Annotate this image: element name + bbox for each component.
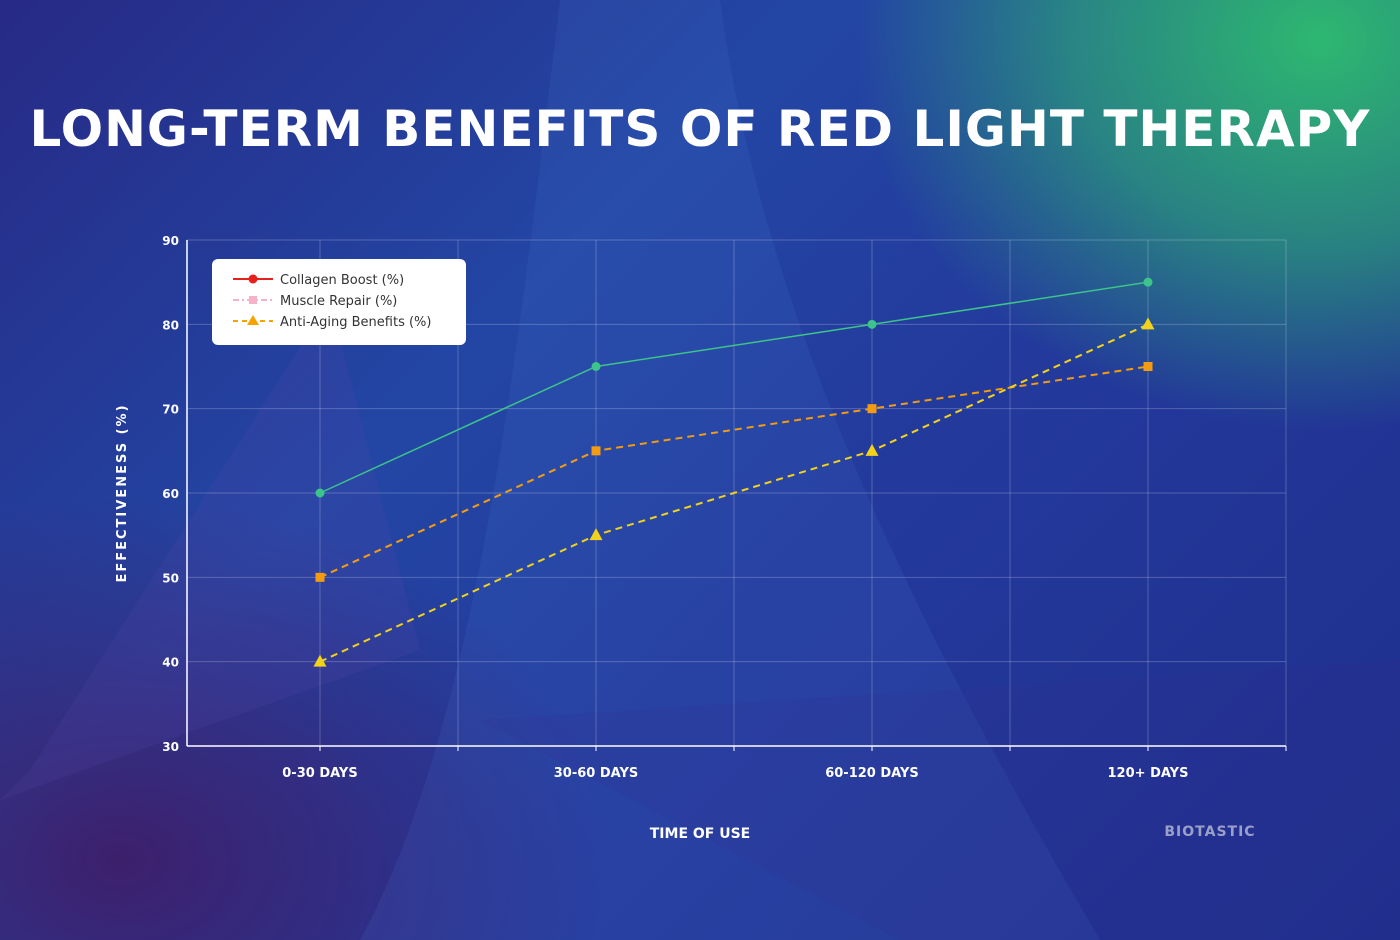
x-axis-title: TIME OF USE [650,826,750,842]
series-layer [313,277,1155,667]
series-line-3 [319,323,1149,663]
y-tick-label: 60 [162,487,179,501]
tick-labels: 30 40 50 60 70 80 90 0-30 DAYS 30-60 DAYS 60-120 … [162,234,1188,781]
legend-marker [248,274,258,284]
legend-marker [249,296,257,304]
legend-label: Anti-Aging Benefits (%) [280,315,431,330]
y-tick-label: 30 [162,740,179,754]
y-tick-label: 70 [162,403,179,417]
chart-title: LONG-TERM BENEFITS OF RED LIGHT THERAPY [29,100,1371,158]
x-tick-label: 0-30 DAYS [282,766,357,781]
data-point [315,572,325,582]
y-axis-title: EFFECTIVENESS (%) [115,403,130,582]
data-point [1143,277,1153,287]
legend-box [212,259,466,345]
data-point [313,654,327,667]
data-point [867,319,877,329]
legend-marker [247,315,259,325]
y-tick-label: 90 [162,234,179,248]
y-tick-label: 50 [162,571,179,585]
data-point [315,488,325,498]
series-line-1 [319,281,1149,494]
y-tick-label: 40 [162,656,179,670]
data-point [1143,362,1153,371]
y-tick-label: 80 [162,318,179,332]
x-tick-label: 30-60 DAYS [554,766,639,781]
brand-logo: BIOTASTIC [1164,824,1255,840]
data-point [591,446,601,456]
data-point [589,528,603,541]
axes [186,240,1287,751]
x-tick-label: 60-120 DAYS [825,766,919,781]
data-point [591,362,601,371]
data-point [867,404,877,414]
data-point [865,443,879,456]
legend-label: Muscle Repair (%) [280,294,397,309]
data-point [1141,317,1155,330]
x-tick-label: 120+ DAYS [1108,766,1189,781]
legend: Collagen Boost (%) Muscle Repair (%) Anti-… [212,259,466,345]
legend-label: Collagen Boost (%) [280,273,404,288]
